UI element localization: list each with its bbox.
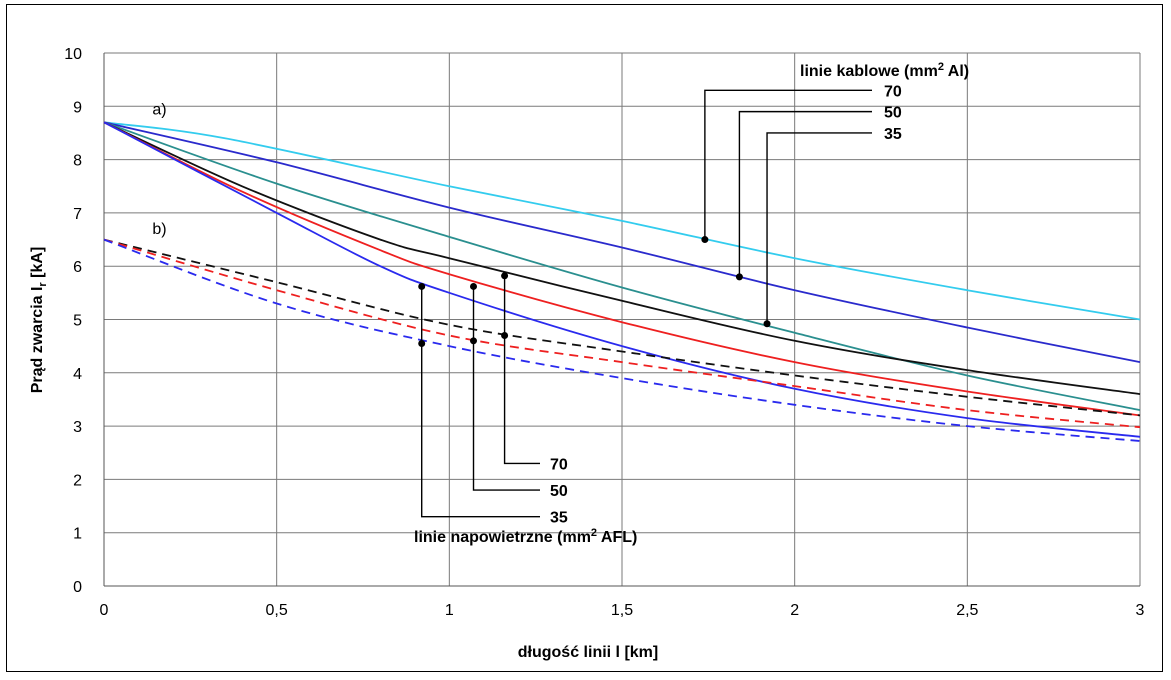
overhead-legend-title-main: linie napowietrzne (mm <box>414 529 591 546</box>
series-layer <box>103 121 1141 442</box>
series-line-b-7 <box>103 238 1141 429</box>
overhead-marker-dot <box>501 331 509 339</box>
cable-legend-item: 35 <box>884 126 902 143</box>
overhead-legend-item: 35 <box>550 510 568 527</box>
x-tick-label: 1,5 <box>611 602 633 619</box>
cable-legend-title-tail: Al) <box>944 63 969 80</box>
annotation-layer: a) b) 70 50 35 70 50 35 <box>152 83 902 526</box>
overhead-leader-line <box>421 286 540 518</box>
y-tick-label: 1 <box>73 526 82 543</box>
overhead-legend-title-sup: 2 <box>591 527 597 539</box>
x-tick-label: 3 <box>1136 602 1145 619</box>
group-label: b) <box>152 221 166 238</box>
y-axis-title-tail: [kA] <box>29 247 46 283</box>
cable-marker-dot <box>735 273 743 281</box>
cable-marker-dot <box>701 236 709 244</box>
x-tick-label: 0 <box>100 602 109 619</box>
series-line-a-2 <box>103 121 1141 411</box>
cable-marker-dot <box>763 320 771 328</box>
y-axis-title-main: Prąd zwarcia I <box>29 287 46 394</box>
cable-leader-line <box>766 132 872 324</box>
x-tick-label: 2,5 <box>956 602 978 619</box>
y-tick-label: 8 <box>73 153 82 170</box>
y-tick-label: 3 <box>73 419 82 436</box>
overhead-leader-line <box>503 275 540 465</box>
overhead-leader-line <box>472 286 540 491</box>
series-line-a-4 <box>103 121 1141 417</box>
y-axis-title-sub: r <box>37 282 49 287</box>
x-tick-label: 0,5 <box>266 602 288 619</box>
series-line-a-1 <box>103 121 1141 363</box>
overhead-marker-dot <box>470 282 478 290</box>
cable-legend-title: linie kablowe (mm2 Al) <box>800 61 969 80</box>
y-tick-label: 2 <box>73 472 82 489</box>
cable-legend-title-sup: 2 <box>938 61 944 73</box>
y-axis-title: Prąd zwarcia Ir [kA] <box>29 247 49 394</box>
series-line-a-5 <box>103 121 1141 438</box>
overhead-legend-item: 70 <box>550 456 568 473</box>
y-tick-label: 0 <box>73 579 82 596</box>
y-tick-label: 6 <box>73 259 82 276</box>
group-label: a) <box>152 101 166 118</box>
tick-labels-layer: 0 1 2 3 4 5 6 7 8 9 10 0 0,5 1 1,5 2 2,5 3 <box>64 46 1144 619</box>
y-tick-label: 7 <box>73 206 82 223</box>
chart-frame <box>6 4 1163 672</box>
series-line-b-6 <box>103 238 1141 417</box>
cable-legend-item: 50 <box>884 105 902 122</box>
y-tick-label: 10 <box>64 46 82 63</box>
overhead-marker-dot <box>470 337 478 345</box>
overhead-legend-item: 50 <box>550 483 568 500</box>
overhead-legend-title-tail: AFL) <box>597 529 637 546</box>
grid-layer <box>103 52 1141 587</box>
series-line-a-3 <box>103 121 1141 395</box>
cable-legend-item: 70 <box>884 83 902 100</box>
cable-legend-title-main: linie kablowe (mm <box>800 63 938 80</box>
y-tick-label: 5 <box>73 313 82 330</box>
series-line-a-0 <box>103 121 1141 321</box>
x-axis-title: długość linii l [km] <box>518 644 658 661</box>
overhead-marker-dot <box>418 339 426 347</box>
x-tick-label: 2 <box>790 602 799 619</box>
overhead-marker-dot <box>418 282 426 290</box>
y-tick-label: 9 <box>73 99 82 116</box>
overhead-legend-title: linie napowietrzne (mm2 AFL) <box>414 527 637 546</box>
y-tick-label: 4 <box>73 366 82 383</box>
x-tick-label: 1 <box>445 602 454 619</box>
overhead-marker-dot <box>501 272 509 280</box>
cable-leader-line <box>738 110 872 277</box>
cable-leader-line <box>704 89 872 240</box>
series-line-b-8 <box>103 238 1141 442</box>
